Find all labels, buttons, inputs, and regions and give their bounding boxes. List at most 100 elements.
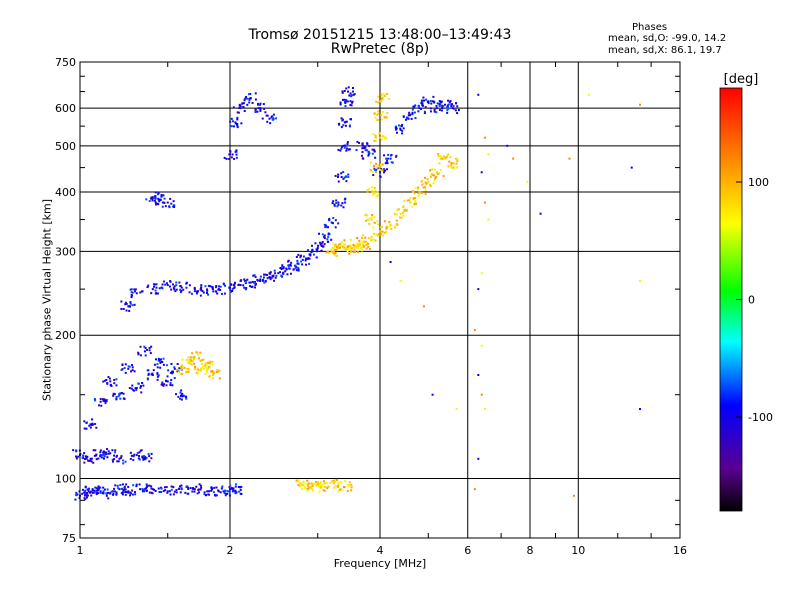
data-point-scatter [311,248,314,251]
data-point [151,196,154,199]
data-point-scatter [425,182,428,185]
data-point-scatter [357,246,360,249]
data-point-scatter [361,241,364,244]
data-point-scatter [421,102,424,105]
data-point-scatter [153,283,156,286]
data-point-scatter [333,248,336,251]
data-point-scatter [346,142,349,145]
data-point-scatter [151,492,154,495]
data-point-scatter [383,169,386,172]
data-point-scatter [143,345,146,348]
data-point-scatter [124,460,127,463]
data-point [376,166,379,169]
data-point-scatter [96,488,99,491]
data-point-scatter [414,197,417,200]
noise-points [356,93,642,497]
data-point-scatter [350,250,353,253]
y-tick-label: 75 [62,532,76,545]
data-point-scatter [144,354,147,357]
data-point-scatter [95,426,98,429]
data-point-scatter [203,493,206,496]
data-point-scatter [91,418,94,421]
data-point-scatter [130,296,133,299]
data-point-scatter [363,240,366,243]
data-point-scatter [119,392,122,395]
data-point-scatter [455,162,458,165]
data-point-scatter [83,461,86,464]
data-point-scatter [375,233,378,236]
data-point-scatter [237,111,240,114]
data-point-scatter [184,491,187,494]
data-point-scatter [189,487,192,490]
data-point-scatter [129,301,132,304]
data-point-scatter [166,375,169,378]
data-point-scatter [205,363,208,366]
data-point-scatter [434,177,437,180]
data-point-scatter [179,491,182,494]
data-point-scatter [429,175,432,178]
data-point-scatter [226,492,229,495]
data-point-scatter [171,370,174,373]
data-point [399,128,402,131]
data-point-scatter [440,109,443,112]
data-point-scatter [133,453,136,456]
data-point-scatter [318,483,321,486]
data-point-scatter [439,104,442,107]
data-point-scatter [422,99,425,102]
data-point [323,485,326,488]
data-point-scatter [99,455,102,458]
data-point-scatter [449,156,452,159]
data-point-scatter [435,175,438,178]
data-point-scatter [374,156,377,159]
data-point-scatter [372,173,375,176]
data-point-scatter [137,351,140,354]
data-point-scatter [336,247,339,250]
data-point-scatter [359,242,362,245]
data-point-scatter [349,238,352,241]
data-point-scatter [332,242,335,245]
data-point-scatter [105,400,108,403]
colorbar-tick-label: 100 [748,176,769,189]
data-point-scatter [345,180,348,183]
data-point-scatter [147,284,150,287]
data-point-scatter [169,383,172,386]
data-point-scatter [131,291,134,294]
data-point-scatter [84,458,87,461]
data-point-scatter [446,109,449,112]
data-point-scatter [397,208,400,211]
data-point-scatter [296,262,299,265]
data-point-scatter [426,181,429,184]
data-point-scatter [186,369,189,372]
data-point-scatter [145,483,148,486]
data-point-scatter [179,372,182,375]
data-point-scatter [366,142,369,145]
data-point-scatter [432,182,435,185]
data-point-scatter [102,486,105,489]
data-point-scatter [162,194,165,197]
data-point-scatter [424,186,427,189]
noise-point [526,180,529,183]
data-point-scatter [422,186,425,189]
data-point-scatter [198,483,201,486]
data-point-scatter [242,284,245,287]
data-point-scatter [308,257,311,260]
data-point-scatter [381,230,384,233]
chart-subtitle: RwPretec (8p) [330,41,430,57]
data-point-scatter [130,293,133,296]
data-point-scatter [232,120,235,123]
data-point [316,247,319,250]
data-point-scatter [200,284,203,287]
data-point-scatter [256,110,259,113]
data-point-scatter [143,488,146,491]
data-point-scatter [138,451,141,454]
data-point-scatter [350,95,353,98]
noise-point [630,166,633,169]
data-point-scatter [280,274,283,277]
data-point-scatter [106,456,109,459]
data-point-scatter [195,485,198,488]
data-point-scatter [164,489,167,492]
data-point-scatter [123,485,126,488]
data-point-scatter [426,100,429,103]
data-point-scatter [409,196,412,199]
data-point-scatter [171,283,174,286]
